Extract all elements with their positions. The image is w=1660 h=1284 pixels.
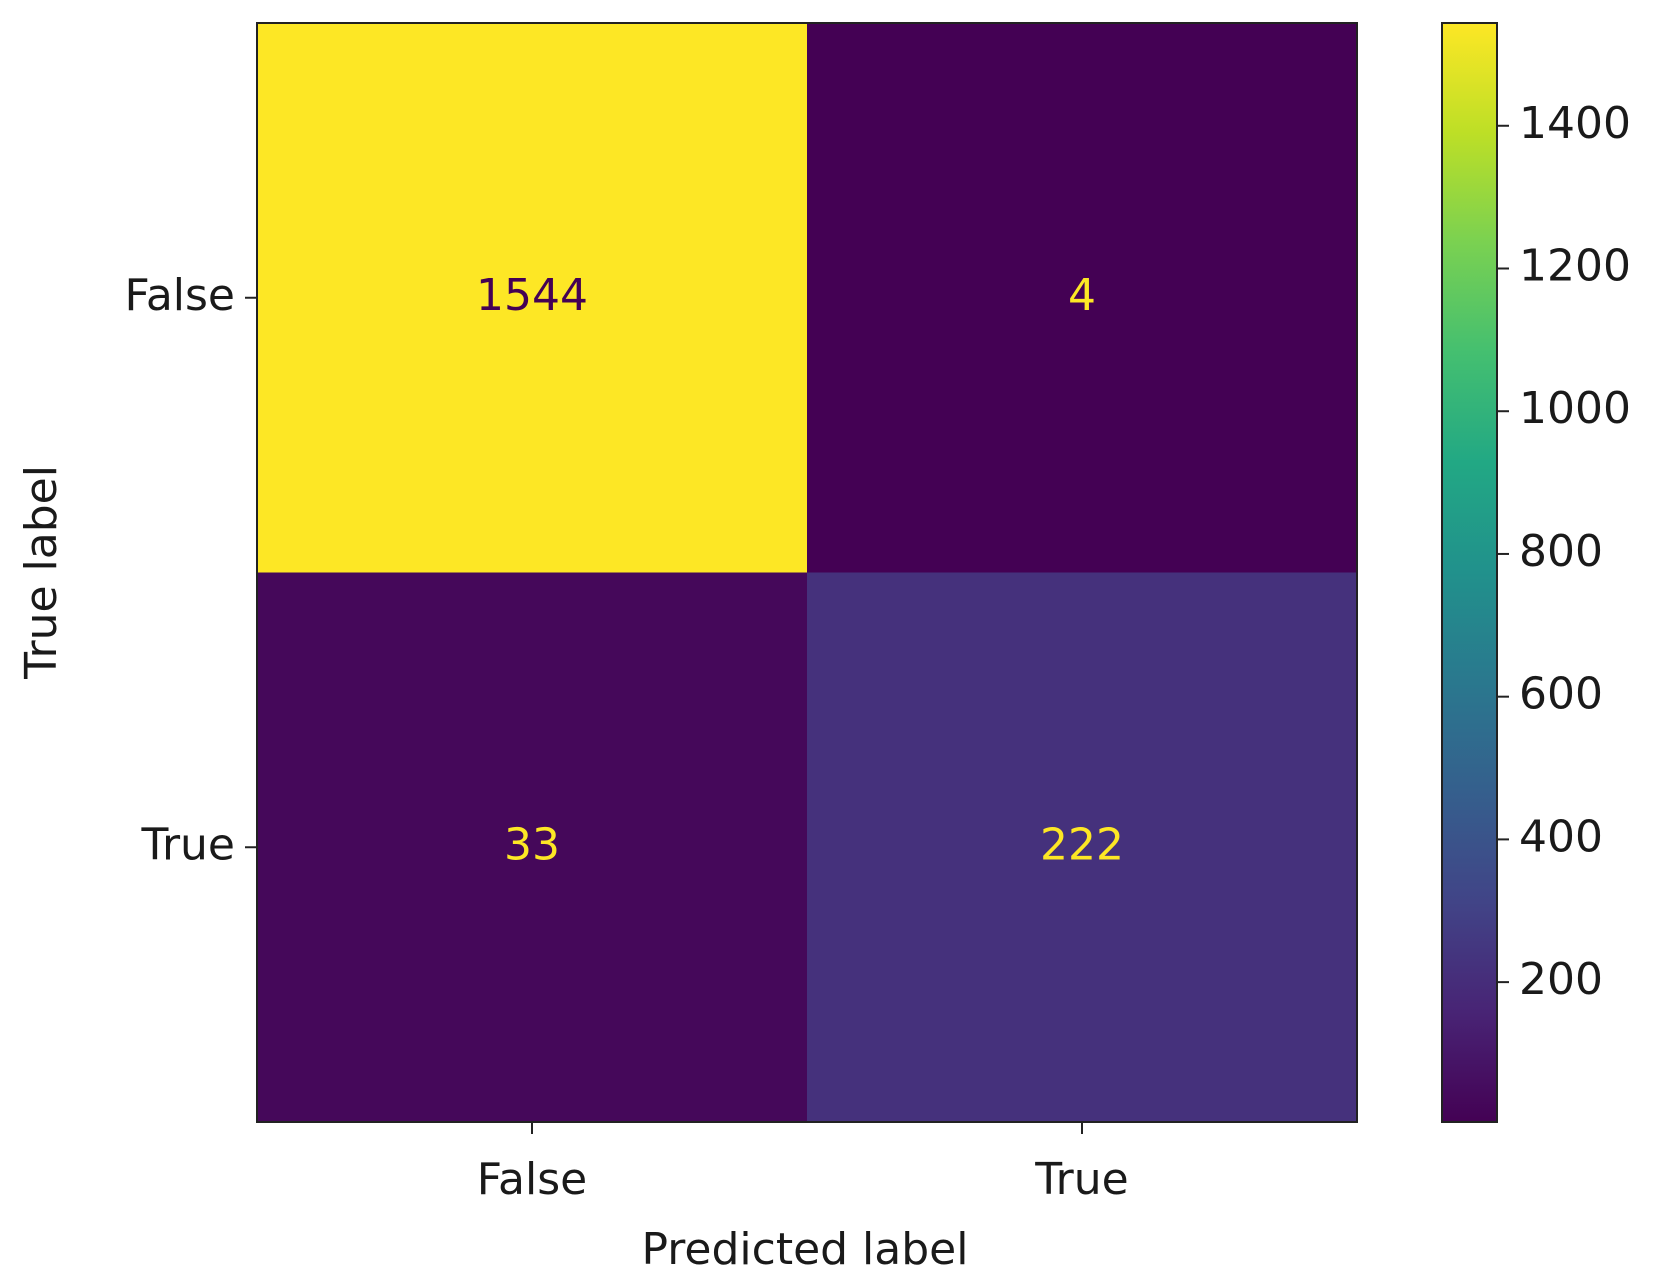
cell-label: 33: [504, 819, 560, 870]
cell-label: 222: [1040, 819, 1124, 870]
cell-label: 4: [1068, 270, 1096, 321]
y-axis-label: True label: [16, 465, 67, 680]
cell: [257, 572, 807, 1122]
colorbar-tick-label: 800: [1519, 526, 1603, 577]
colorbar-tick-label: 1000: [1519, 383, 1631, 434]
cell-label: 1544: [476, 270, 588, 321]
cell: [807, 572, 1357, 1122]
x-tick-label: False: [477, 1154, 587, 1205]
colorbar-tick-label: 200: [1519, 954, 1603, 1005]
y-tick-label: True: [141, 819, 235, 870]
plot-frame: [256, 22, 1358, 1123]
y-tick-label: False: [125, 270, 235, 321]
colorbar: [1441, 22, 1498, 1123]
cell: [807, 23, 1357, 573]
x-axis-label: Predicted label: [642, 1224, 969, 1275]
colorbar-tick-label: 400: [1519, 811, 1603, 862]
colorbar-tick-label: 600: [1519, 669, 1603, 720]
cell: [257, 23, 807, 573]
x-tick-label: True: [1034, 1154, 1128, 1205]
colorbar-tick-label: 1400: [1519, 98, 1631, 149]
colorbar-tick-label: 1200: [1519, 240, 1631, 291]
